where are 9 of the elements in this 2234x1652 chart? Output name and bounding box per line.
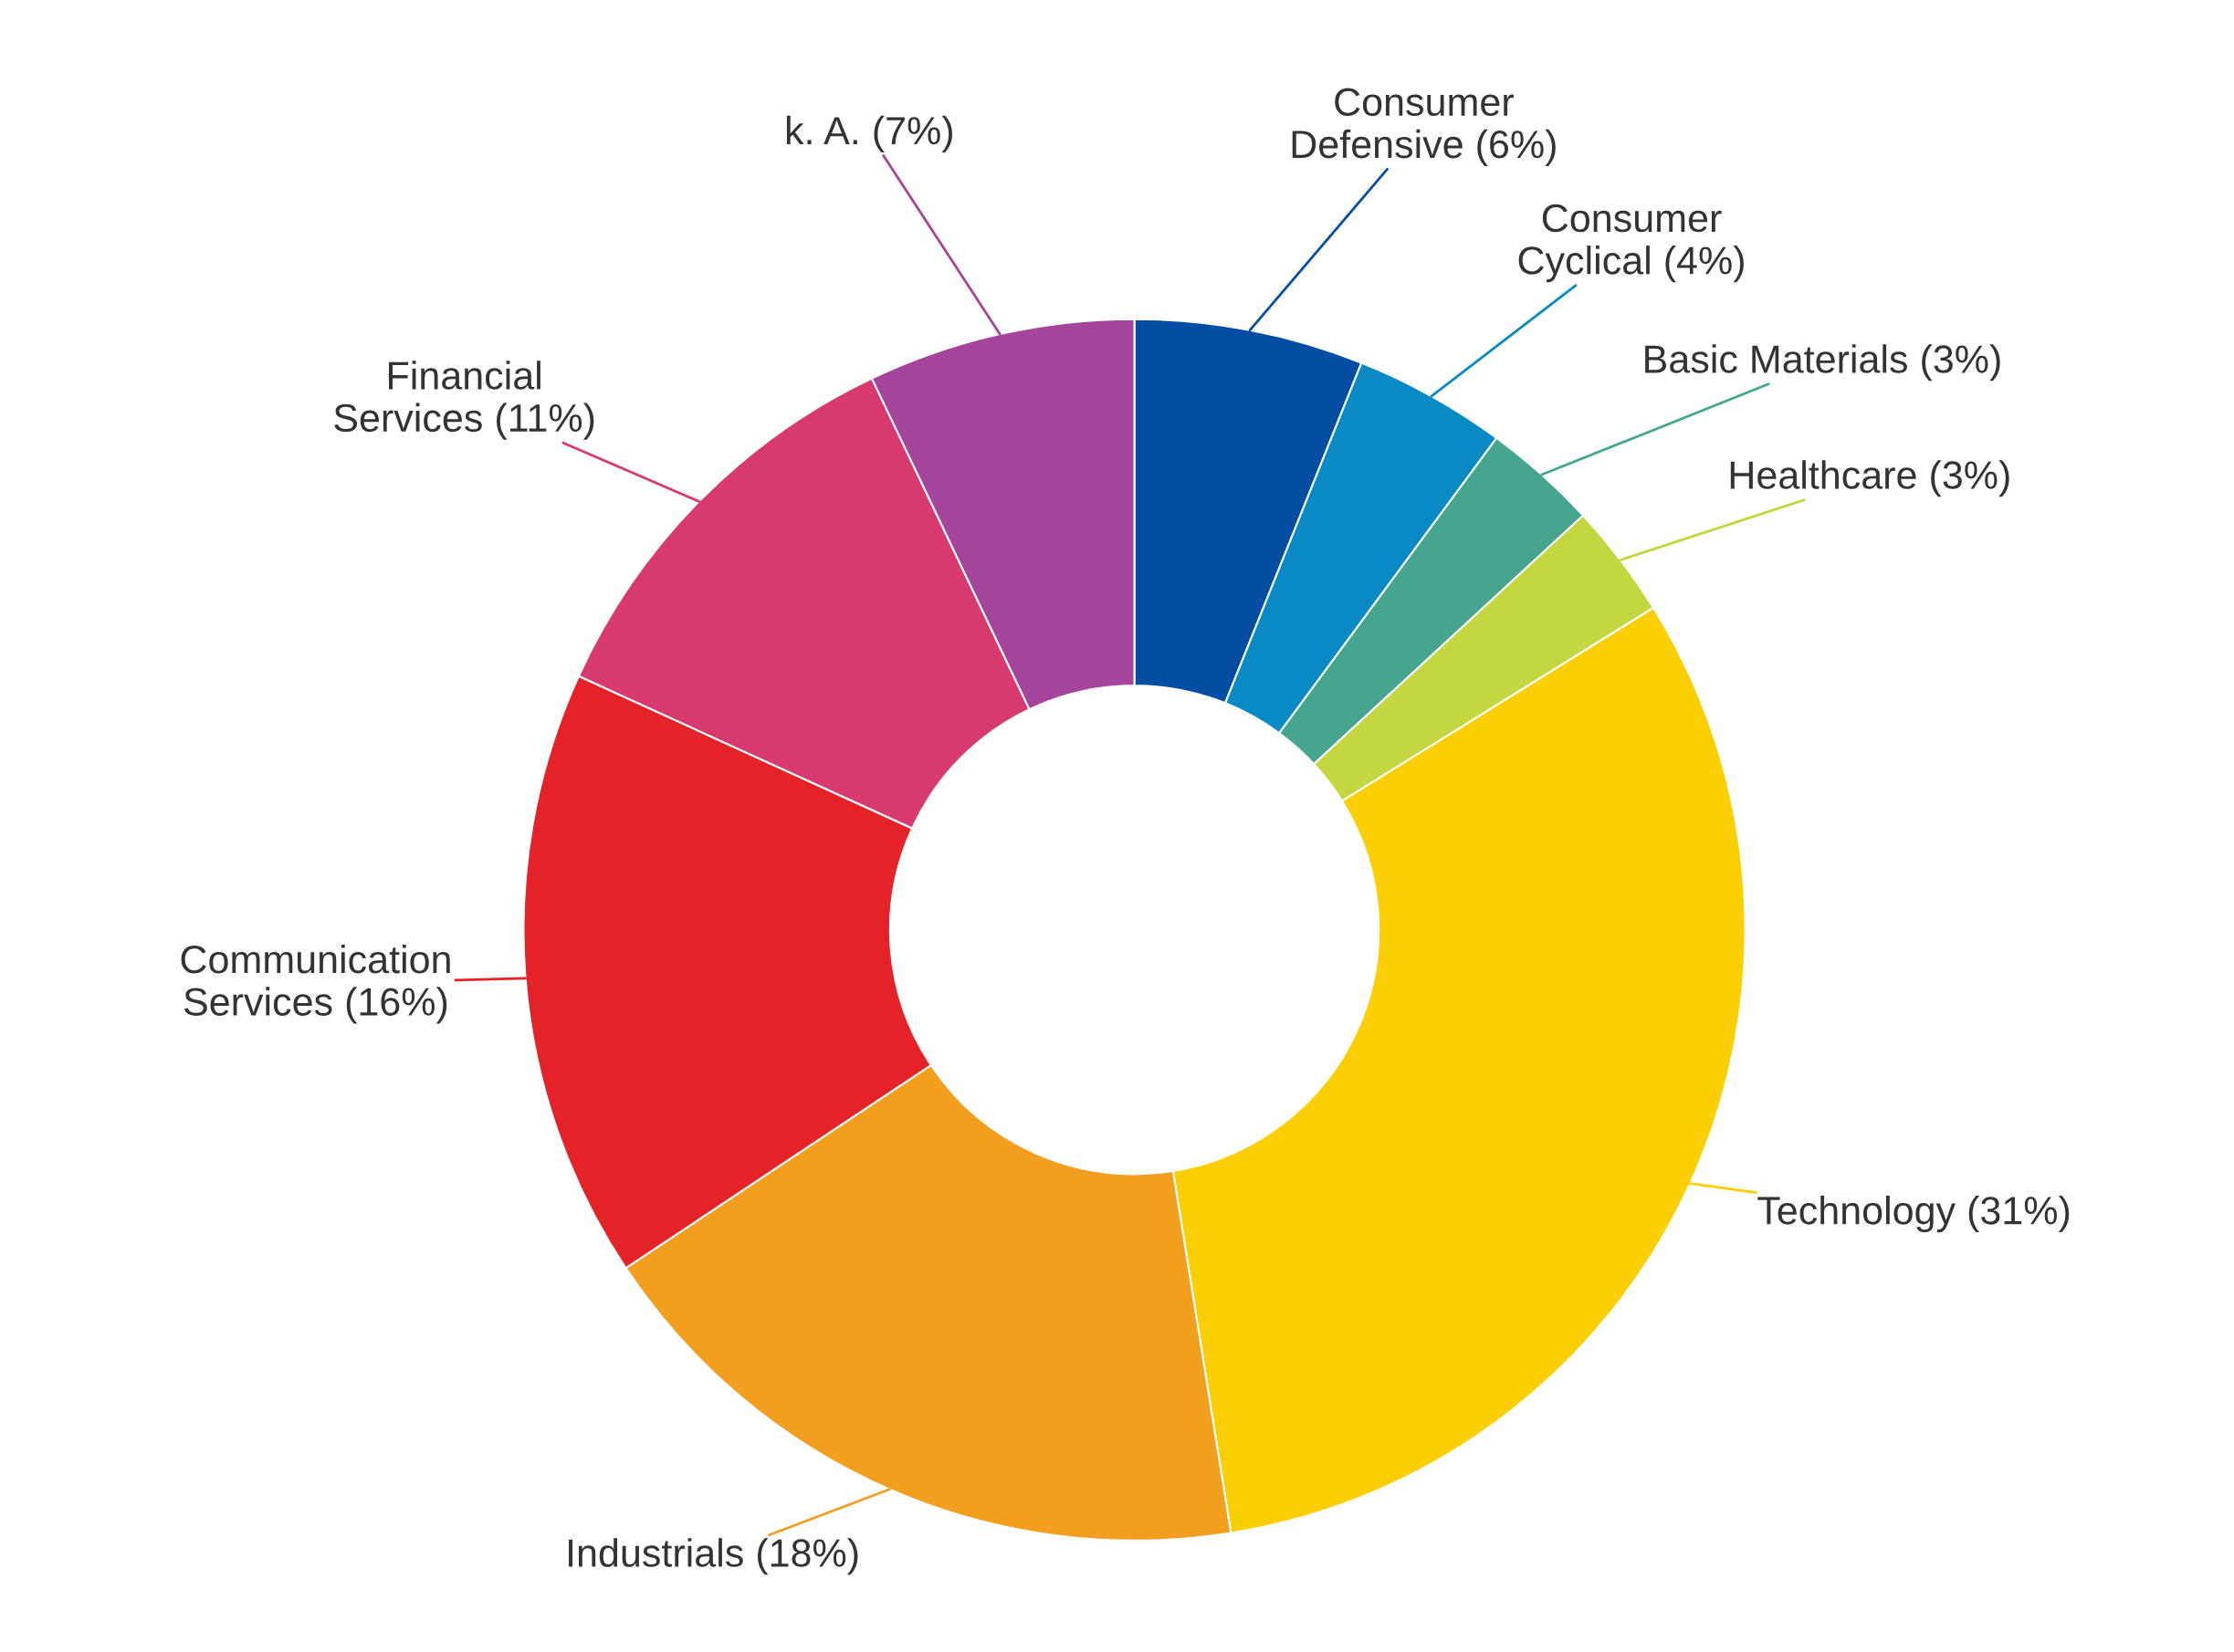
slice-label: Consumer Defensive (6%)	[1292, 88, 1556, 166]
slice-label: Financial Services (11%)	[334, 361, 594, 440]
slice-label: Basic Materials (3%)	[1645, 344, 2000, 382]
slice-label: Consumer Cyclical (4%)	[1518, 204, 1744, 283]
slice-label: Communication Services (16%)	[181, 944, 450, 1024]
slice-label: Industrials (18%)	[569, 1538, 858, 1575]
slice-label: Healthcare (3%)	[1730, 460, 2009, 497]
slice-label: k. A. (7%)	[786, 115, 952, 152]
slice-label: Technology (31%)	[1757, 1196, 2070, 1233]
